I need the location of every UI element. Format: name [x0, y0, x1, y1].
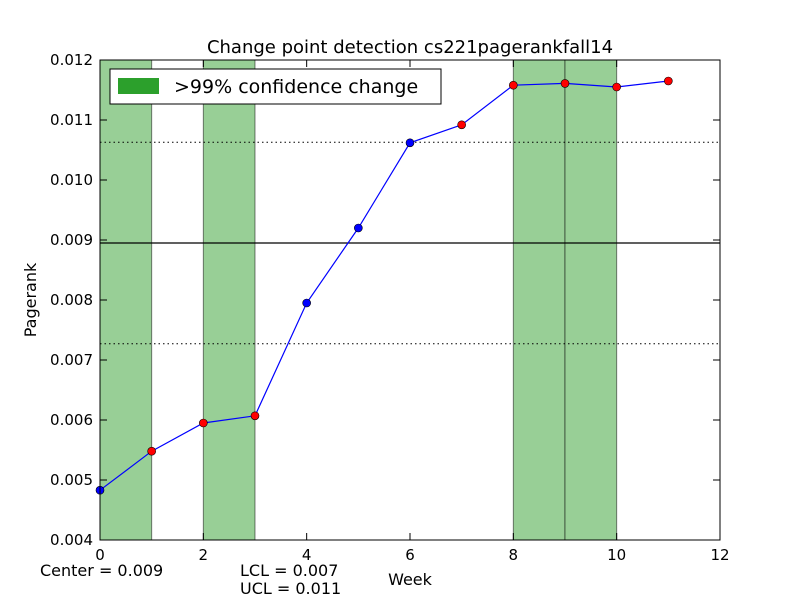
x-tick-label: 4: [302, 546, 312, 564]
legend-box: [109, 68, 442, 105]
y-tick-label: 0.004: [50, 531, 93, 549]
change-region-2: [512, 59, 566, 541]
reference-lines: [100, 141, 720, 345]
center-annotation: Center = 0.009: [40, 561, 164, 580]
y-tick-label: 0.010: [50, 171, 93, 189]
legend: >99% confidence change: [109, 68, 442, 105]
data-point-9: [560, 79, 570, 88]
data-point-7: [457, 120, 466, 130]
change-region-0: [99, 59, 153, 541]
data-point-6: [405, 138, 415, 148]
legend-label: >99% confidence change: [174, 76, 418, 98]
change-region-1: [202, 59, 256, 541]
y-tick-label: 0.009: [50, 231, 93, 249]
data-point-3: [250, 411, 260, 421]
data-point-1: [147, 446, 156, 456]
y-tick-label: 0.007: [50, 351, 93, 369]
change-region-3: [564, 59, 618, 541]
y-tick-label: 0.005: [50, 471, 93, 489]
y-axis-label: Pagerank: [21, 262, 40, 337]
series-line: [99, 80, 669, 491]
x-tick-label: 2: [199, 546, 209, 564]
legend-swatch: [118, 78, 159, 94]
x-tick-label: 0: [95, 546, 105, 564]
x-tick-label: 8: [509, 546, 519, 564]
lcl-annotation: LCL = 0.007: [240, 561, 339, 580]
pagerank-series: [95, 76, 673, 495]
y-tick-label: 0.011: [50, 111, 93, 129]
ucl-annotation: UCL = 0.011: [240, 579, 342, 598]
x-tick-label: 10: [607, 546, 626, 564]
data-point-10: [612, 82, 621, 92]
data-point-4: [302, 298, 311, 308]
data-point-11: [664, 76, 673, 86]
axis-ticks: 0 2 4 6 8 10 12 0.004 0.005 0.006 0.007 0.008 0.009 0…: [50, 51, 730, 564]
data-point-5: [354, 223, 363, 233]
change-regions: [99, 59, 618, 541]
y-tick-label: 0.008: [50, 291, 93, 309]
data-point-8: [509, 80, 518, 90]
x-tick-label: 12: [710, 546, 729, 564]
y-tick-label: 0.006: [50, 411, 93, 429]
data-point-2: [199, 418, 208, 428]
y-tick-label: 0.012: [50, 51, 93, 69]
x-tick-label: 6: [405, 546, 415, 564]
chart-title: Change point detection cs221pagerankfall…: [207, 37, 613, 58]
x-axis-label: Week: [388, 570, 433, 589]
